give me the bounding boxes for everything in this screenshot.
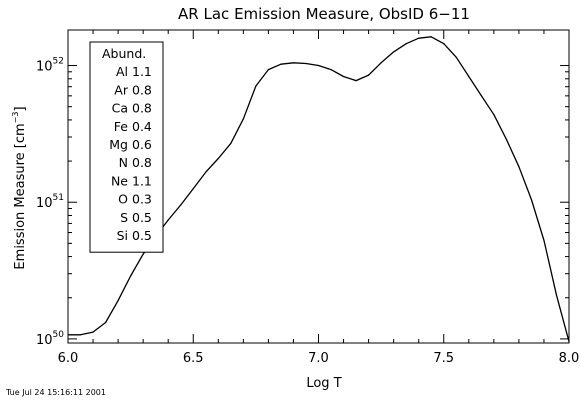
- legend-value: 0.6: [132, 137, 152, 152]
- legend-value: 0.3: [132, 192, 152, 207]
- legend-box: [89, 41, 164, 253]
- y-tick-label: 1051: [36, 193, 64, 211]
- data-point: [368, 74, 370, 76]
- x-tick-label: 6.0: [58, 351, 79, 366]
- legend-element: Fe: [114, 119, 129, 134]
- legend-value: 0.4: [132, 119, 152, 134]
- data-point: [355, 80, 357, 82]
- timestamp-footer: Tue Jul 24 15:16:11 2001: [6, 388, 106, 397]
- data-point: [518, 166, 520, 168]
- legend-value: 0.5: [132, 228, 152, 243]
- data-point: [142, 253, 144, 255]
- x-tick-label: 8.0: [559, 351, 580, 366]
- data-point: [292, 62, 295, 64]
- y-tick-label: 1052: [36, 57, 64, 75]
- data-point: [205, 171, 207, 173]
- legend-element: Si: [117, 228, 128, 243]
- data-point: [505, 138, 507, 140]
- legend-value: 1.1: [132, 173, 152, 188]
- y-axis-label-exponent: −3: [11, 112, 20, 124]
- legend-value: 0.8: [132, 101, 152, 116]
- legend-element: O: [118, 192, 128, 207]
- data-point: [130, 275, 132, 277]
- legend-value: 1.1: [132, 64, 152, 79]
- data-point: [167, 219, 169, 221]
- data-point: [180, 204, 182, 206]
- data-point: [267, 69, 269, 71]
- legend-header: Abund.: [102, 46, 146, 61]
- data-point: [192, 188, 194, 190]
- data-point: [342, 75, 345, 78]
- data-point: [230, 142, 232, 144]
- x-axis-label: Log T: [306, 376, 341, 391]
- y-axis-label-bracket: ]: [13, 106, 28, 111]
- x-tick-label: 6.5: [183, 351, 204, 366]
- legend-element: S: [120, 210, 128, 225]
- data-point: [543, 239, 545, 242]
- legend-value: 0.5: [132, 210, 152, 225]
- data-point: [217, 157, 219, 160]
- data-point: [242, 118, 244, 120]
- legend-element: Mg: [109, 137, 128, 152]
- data-point: [418, 37, 420, 39]
- data-point: [105, 321, 107, 324]
- legend-element: Ar: [114, 82, 129, 97]
- data-point: [330, 69, 332, 71]
- abundance-legend: Abund.Al 1.1Ar 0.8Ca 0.8Fe 0.4Mg 0.6N 0.8Ne 1.1…: [89, 41, 164, 253]
- data-point: [79, 334, 82, 336]
- data-point: [405, 43, 407, 45]
- data-point: [255, 85, 257, 87]
- legend-element: N: [119, 155, 128, 170]
- axis-tick-labels: 6.0 6.5 7.0 7.5 8.0 1050 1051 1052: [36, 57, 579, 366]
- data-point: [393, 51, 395, 53]
- data-point: [117, 300, 119, 302]
- data-point: [67, 334, 69, 336]
- data-point: [468, 75, 470, 78]
- data-point: [92, 331, 94, 333]
- legend-value: 0.8: [132, 155, 152, 170]
- legend-element: Ne: [111, 173, 128, 188]
- legend-element: Ca: [112, 101, 128, 116]
- legend-value: 0.8: [132, 82, 152, 97]
- data-point: [280, 63, 282, 65]
- y-axis-label: Emission Measure [cm−3]: [11, 106, 28, 269]
- data-point: [380, 62, 382, 64]
- data-point: [455, 56, 457, 58]
- data-point: [430, 36, 432, 38]
- data-point: [568, 341, 570, 343]
- data-point: [443, 43, 445, 45]
- data-point: [317, 64, 320, 67]
- data-point: [530, 198, 533, 201]
- y-tick-label: 1050: [36, 330, 64, 348]
- x-tick-label: 7.0: [308, 351, 329, 366]
- legend-element: Al: [116, 64, 128, 79]
- axis-ticks: [67, 30, 570, 343]
- data-point: [555, 294, 558, 296]
- y-axis-label-text: Emission Measure [cm: [13, 123, 28, 269]
- data-point: [493, 114, 495, 116]
- data-point: [305, 62, 307, 65]
- x-tick-label: 7.5: [433, 351, 454, 366]
- chart-title: AR Lac Emission Measure, ObsID 6−11: [178, 5, 470, 23]
- data-point: [480, 95, 482, 97]
